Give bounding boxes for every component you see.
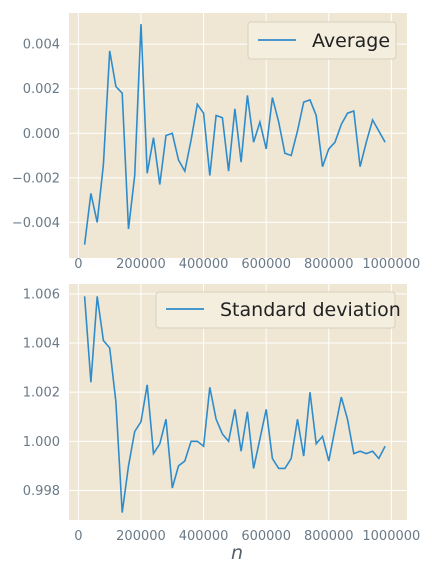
- y-tick-label: 1.002: [23, 386, 60, 401]
- legend-label-average: Average: [312, 30, 390, 52]
- y-tick-label: 1.006: [23, 287, 60, 302]
- x-tick-labels-standard-deviation: 0 200000 400000 600000 800000 1000000: [74, 529, 420, 544]
- x-tick-label: 800000: [304, 257, 354, 272]
- x-tick-label: 600000: [241, 529, 291, 544]
- x-tick-label: 400000: [179, 257, 229, 272]
- x-tick-label: 400000: [179, 529, 229, 544]
- average-series-line: [83, 24, 386, 245]
- y-tick-label: 1.000: [23, 435, 60, 450]
- subplot-standard-deviation: 0.998 1.000 1.002 1.004 1.006 0 200000 400000 6…: [23, 284, 420, 564]
- legend-standard-deviation: Standard deviation: [155, 291, 401, 329]
- x-tick-labels-average: 0 200000 400000 600000 800000 1000000: [74, 257, 420, 272]
- x-tick-label: 1000000: [362, 529, 420, 544]
- y-tick-label: 0.000: [23, 127, 60, 142]
- x-tick-label: 600000: [241, 257, 291, 272]
- legend-box-average: [247, 21, 397, 60]
- y-tick-label: −0.004: [12, 216, 60, 231]
- x-tick-label: 800000: [304, 529, 354, 544]
- y-tick-label: 0.998: [23, 484, 60, 499]
- x-tick-label: 0: [74, 257, 82, 272]
- y-tick-label: 0.004: [23, 38, 60, 53]
- y-tick-labels-average: −0.004 −0.002 0.000 0.002 0.004: [12, 38, 60, 231]
- legend-label-standard-deviation: Standard deviation: [220, 299, 401, 321]
- x-tick-label: 0: [74, 529, 82, 544]
- y-tick-label: −0.002: [12, 171, 60, 186]
- x-axis-label: n: [231, 542, 243, 564]
- y-tick-labels-standard-deviation: 0.998 1.000 1.002 1.004 1.006: [23, 287, 60, 499]
- legend-box-standard-deviation: [155, 291, 396, 329]
- standard-deviation-series-line: [83, 296, 386, 513]
- x-tick-label: 1000000: [362, 257, 420, 272]
- legend-average: Average: [247, 21, 397, 60]
- y-tick-label: 0.002: [23, 82, 60, 97]
- x-tick-label: 200000: [116, 529, 166, 544]
- subplot-average: −0.004 −0.002 0.000 0.002 0.004 0 200000 40000…: [12, 13, 420, 272]
- x-tick-label: 200000: [116, 257, 166, 272]
- y-tick-label: 1.004: [23, 337, 60, 352]
